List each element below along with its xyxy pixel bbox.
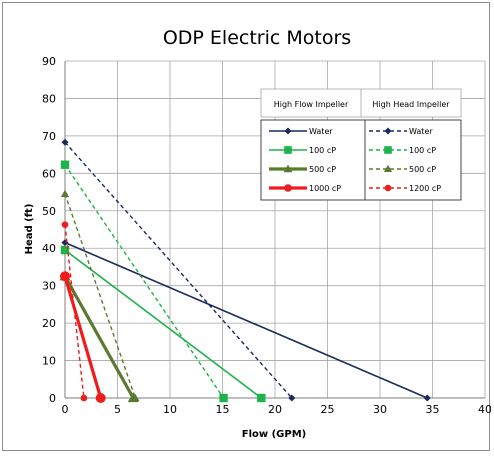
- x-tick-label-3: 15: [216, 403, 230, 416]
- chart-title: ODP Electric Motors: [163, 27, 351, 49]
- legend-label-4: Water: [409, 127, 433, 136]
- legend-swatch-marker-0: [284, 127, 292, 135]
- series-line-4: [64, 141, 293, 399]
- series-line-6: [64, 193, 137, 399]
- series-line-2: [63, 275, 135, 399]
- legend-swatch-marker-2: [283, 164, 293, 173]
- x-tick-label-4: 20: [268, 403, 282, 416]
- series-point-0-0: [61, 239, 69, 247]
- x-tick-label-5: 25: [321, 403, 335, 416]
- series-3: [60, 271, 106, 403]
- legend-label-5: 100 cP: [409, 146, 436, 155]
- series-point-0-1: [423, 394, 431, 402]
- x-tick-label-7: 35: [426, 403, 440, 416]
- series-point-3-1: [95, 393, 106, 403]
- line-chart: ODP Electric Motors 0 5 10 15 20 25 30 35 40 0 10…: [24, 27, 493, 440]
- legend-group-label-1: High Head Impeller: [372, 100, 450, 109]
- x-tick-label-6: 30: [373, 403, 387, 416]
- y-tick-labels: 0 10 20 30 40 50 60 70 80 90: [42, 55, 56, 405]
- series-point-7-0: [61, 221, 69, 228]
- y-tick-label-0: 0: [49, 392, 56, 405]
- legend-label-1: 100 cP: [309, 146, 336, 155]
- y-tick-label-3: 30: [42, 280, 56, 293]
- x-tick-label-1: 5: [114, 403, 121, 416]
- series-5: [60, 160, 228, 403]
- legend-swatch-marker-6: [383, 164, 393, 173]
- x-tick-labels: 0 5 10 15 20 25 30 35 40: [62, 403, 493, 416]
- series-point-1-0: [60, 245, 70, 255]
- series-2: [59, 270, 139, 403]
- series-point-5-1: [219, 393, 228, 403]
- y-tick-label-8: 80: [42, 92, 56, 105]
- y-tick-label-5: 50: [42, 205, 56, 218]
- series-point-5-0: [60, 160, 70, 169]
- legend-entry-6: 500 cP: [369, 164, 436, 174]
- series-point-3-0: [60, 271, 70, 282]
- legend-label-3: 1000 cP: [309, 184, 341, 193]
- legend: High Flow Impeller High Head Impeller Wate…: [260, 88, 462, 201]
- series-line-3: [63, 275, 103, 399]
- legend-label-7: 1200 cP: [409, 184, 441, 193]
- x-axis-title: Flow (GPM): [242, 429, 306, 440]
- legend-entry-4: Water: [369, 127, 433, 136]
- series-point-1-1: [257, 393, 266, 403]
- series-line-5: [64, 164, 225, 399]
- series-point-6-1: [131, 393, 140, 402]
- legend-label-2: 500 cP: [309, 165, 336, 174]
- series-point-7-1: [80, 394, 88, 402]
- x-tick-label-8: 40: [478, 403, 491, 416]
- legend-group-label-0: High Flow Impeller: [274, 100, 349, 109]
- x-tick-label-2: 10: [163, 403, 177, 416]
- y-tick-label-1: 10: [42, 355, 56, 368]
- y-tick-label-6: 60: [42, 167, 56, 180]
- series-0: [61, 239, 431, 402]
- legend-entry-2: 500 cP: [269, 164, 336, 174]
- legend-label-6: 500 cP: [409, 165, 436, 174]
- series-6: [60, 189, 140, 402]
- series-point-4-0: [61, 138, 69, 146]
- legend-swatch-marker-1: [284, 146, 292, 154]
- legend-entry-7: 1200 cP: [369, 184, 441, 193]
- y-tick-label-9: 90: [42, 55, 56, 68]
- y-tick-label-2: 20: [42, 317, 56, 330]
- series-line-7: [64, 224, 85, 399]
- legend-swatch-marker-3: [284, 184, 292, 192]
- legend-entry-5: 100 cP: [369, 146, 436, 155]
- series-line-1: [64, 249, 262, 399]
- series-point-4-1: [288, 394, 296, 402]
- legend-label-0: Water: [309, 127, 333, 136]
- series-lines: [59, 138, 431, 403]
- chart-frame: ODP Electric Motors 0 5 10 15 20 25 30 35 40 0 10…: [2, 2, 493, 451]
- series-1: [60, 245, 266, 403]
- legend-swatch-marker-4: [384, 127, 392, 135]
- y-tick-label-4: 40: [42, 242, 56, 255]
- series-4: [61, 138, 296, 402]
- legend-entry-0: Water: [269, 127, 333, 136]
- legend-entry-1: 100 cP: [269, 146, 336, 155]
- x-tick-label-0: 0: [62, 403, 69, 416]
- y-axis-title: Head (ft): [24, 204, 35, 255]
- legend-swatch-marker-7: [384, 184, 392, 192]
- series-line-0: [64, 241, 428, 399]
- legend-entry-3: 1000 cP: [269, 184, 341, 193]
- y-tick-label-7: 70: [42, 130, 56, 143]
- series-point-6-0: [60, 189, 70, 197]
- legend-swatch-marker-5: [384, 146, 392, 154]
- series-7: [61, 221, 88, 402]
